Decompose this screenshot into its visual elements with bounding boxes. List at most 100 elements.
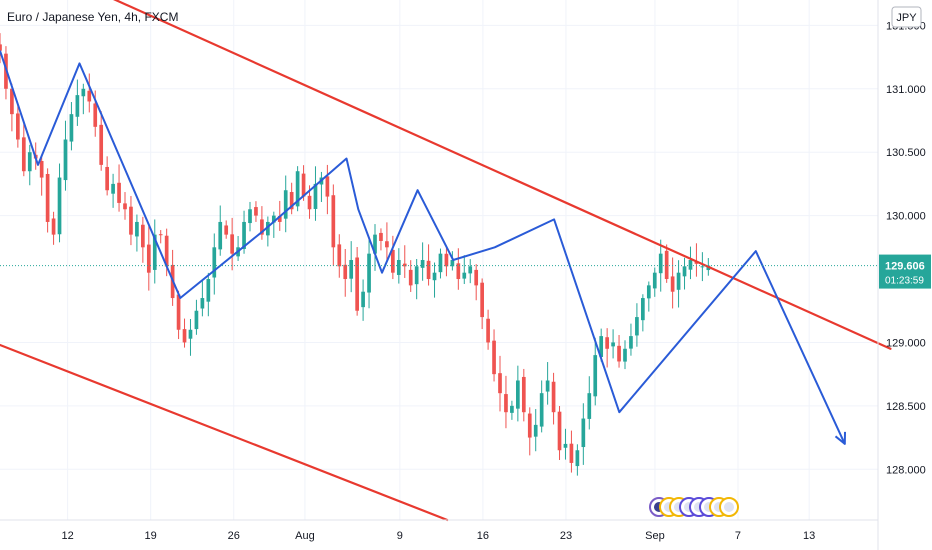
candle-body [611,342,615,347]
currency-badge[interactable]: JPY [891,6,922,28]
candle-body [408,269,413,286]
candle-body [402,263,407,267]
x-tick-label: Sep [645,530,665,542]
candle-body [569,443,574,463]
candle-body [301,173,306,197]
candle-body [605,337,609,349]
candle-body [587,393,592,419]
candle-body [81,88,86,97]
price-tag-box [879,254,931,289]
candle-body [69,114,74,142]
candle-body [266,221,270,236]
candle-body [355,257,359,311]
candle-body [254,207,258,216]
candle-body [200,298,205,309]
candle-body [277,215,282,222]
currency-badge-frame [891,6,922,28]
candle-body [575,450,580,467]
y-tick-label: 128.000 [886,464,926,476]
candle-body [21,137,26,172]
candle-body [492,340,496,375]
candle-body [313,183,318,209]
candle-body [593,355,598,397]
candle-body [242,221,246,249]
candle-body [456,263,461,280]
x-tick-label: 16 [477,530,489,542]
candle-body [87,90,92,102]
candle-body [212,247,217,278]
candle-body [635,317,639,336]
candle-body [27,152,32,172]
candle-body [498,373,502,394]
y-tick-label: 129.000 [886,337,926,349]
candle-body [325,176,330,197]
candle-body [694,261,699,264]
candle-body [51,218,56,235]
candle-body [599,336,604,358]
x-tick-label: 12 [62,530,74,542]
candle-body [623,348,627,362]
candle-body [152,234,157,270]
candle-body [700,266,705,268]
candle-body [468,266,473,274]
candle-body [670,276,675,292]
candle-body [450,260,455,267]
candle-body [129,206,133,235]
x-tick-label: 9 [397,530,403,542]
candle-body [117,182,121,203]
candle-body [75,95,80,117]
currency-badge-label: JPY [896,12,917,24]
candle-body [396,260,401,275]
candle-body [521,376,526,413]
candle-body [688,260,693,270]
candle-body [426,260,431,280]
candle-body [146,244,151,273]
event-icons[interactable] [649,497,739,517]
candle-body [10,88,14,115]
candle-body [230,234,234,254]
candle-body [141,224,145,248]
candle-body [563,443,568,448]
zigzag-path[interactable] [0,50,846,445]
x-tick-label: 26 [228,530,240,542]
candle-body [164,235,169,267]
candle-body [271,215,276,223]
channel-line[interactable] [71,0,892,350]
candle-body [551,381,556,413]
candle-body [557,411,562,451]
candle-body [218,221,223,250]
candle-body [105,166,109,191]
candle-body [391,249,395,273]
candle-body [444,253,449,267]
candle-body [462,272,467,279]
x-tick-label: Aug [295,530,315,542]
x-tick-label: 23 [560,530,572,542]
candle-body [182,329,187,343]
candle-body [188,329,193,339]
candle-body [99,124,104,165]
y-tick-label: 131.000 [886,84,926,96]
x-tick-label: 7 [735,530,741,542]
y-tick-label: 128.500 [886,401,926,413]
candle-body [533,424,538,437]
candle-body [367,253,371,293]
candle-body [289,192,294,210]
candle-body [510,405,514,413]
candle-body [343,264,348,280]
candle-body [45,173,50,222]
candle-body [385,241,389,248]
events-icon-8[interactable] [719,497,739,517]
candle-body [658,253,663,274]
candle-body [676,272,681,290]
channel-line[interactable] [0,343,449,522]
candle-body [516,380,520,409]
candle-body [349,260,354,279]
price-tag-value: 129.606 [885,261,925,273]
candle-body [641,298,645,321]
candle-body [63,139,68,181]
candle-body [361,291,365,308]
candle-body [480,282,484,318]
candle-body [283,190,288,219]
